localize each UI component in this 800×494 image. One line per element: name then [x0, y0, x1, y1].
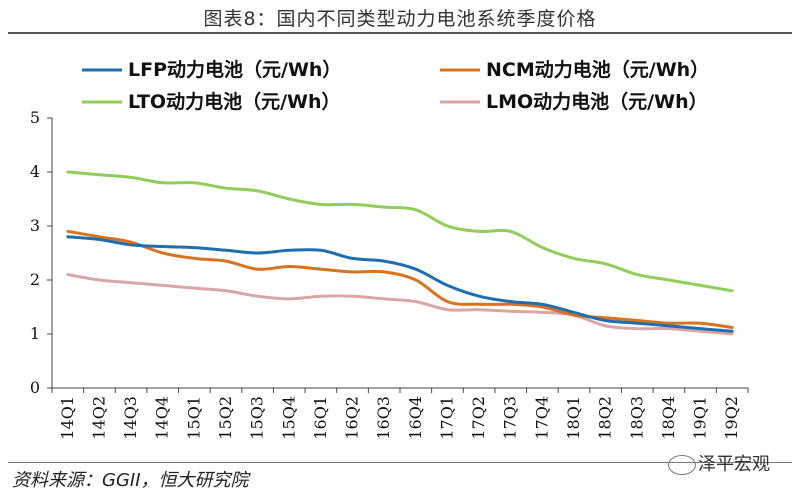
- x-tick-label: 16Q4: [406, 396, 425, 440]
- x-tick-label: 16Q1: [311, 396, 330, 440]
- x-tick-label: 19Q2: [722, 396, 741, 440]
- legend-label-ncm: NCM动力电池（元/Wh）: [486, 58, 709, 81]
- x-tick-label: 15Q2: [216, 396, 235, 440]
- x-tick-label: 14Q3: [121, 396, 140, 440]
- x-tick-label: 15Q1: [184, 396, 203, 440]
- x-tick-label: 16Q3: [374, 396, 393, 440]
- x-tick-label: 14Q1: [58, 396, 77, 440]
- x-tick-label: 17Q3: [501, 396, 520, 440]
- series-line-ncm: [66, 229, 734, 329]
- series-line-lmo: [66, 273, 734, 336]
- bottom-rule: [8, 462, 792, 463]
- x-tick-label: 18Q4: [659, 396, 678, 440]
- x-tick-label: 17Q2: [469, 396, 488, 440]
- series-line-lto: [66, 170, 734, 293]
- x-tick-label: 18Q3: [627, 396, 646, 440]
- x-tick-label: 15Q3: [248, 396, 267, 440]
- x-tick-label: 14Q4: [153, 396, 172, 440]
- legend-label-lmo: LMO动力电池（元/Wh）: [486, 90, 708, 113]
- x-tick-label: 15Q4: [279, 396, 298, 440]
- y-tick-label: 1: [30, 324, 40, 343]
- y-tick-label: 0: [30, 378, 40, 397]
- y-tick-label: 5: [30, 108, 40, 127]
- source-note: 资料来源：GGII，恒大研究院: [12, 470, 249, 491]
- watermark: 泽平宏观: [668, 450, 770, 476]
- x-tick-label: 18Q1: [564, 396, 583, 440]
- top-rule: [8, 32, 792, 34]
- legend-label-lfp: LFP动力电池（元/Wh）: [128, 58, 341, 81]
- x-tick-label: 17Q4: [532, 396, 551, 440]
- y-tick-label: 2: [30, 270, 40, 289]
- wechat-icon: [668, 455, 696, 475]
- legend-label-lto: LTO动力电池（元/Wh）: [128, 90, 341, 113]
- y-tick-label: 3: [30, 216, 40, 235]
- x-tick-label: 17Q1: [437, 396, 456, 440]
- x-tick-label: 18Q2: [596, 396, 615, 440]
- series-line-lfp: [66, 235, 734, 333]
- x-tick-label: 16Q2: [343, 396, 362, 440]
- y-tick-label: 4: [30, 162, 40, 181]
- watermark-text: 泽平宏观: [698, 454, 770, 475]
- x-tick-label: 19Q1: [691, 396, 710, 440]
- chart-title: 图表8：国内不同类型动力电池系统季度价格: [203, 8, 597, 30]
- x-tick-label: 14Q2: [89, 396, 108, 440]
